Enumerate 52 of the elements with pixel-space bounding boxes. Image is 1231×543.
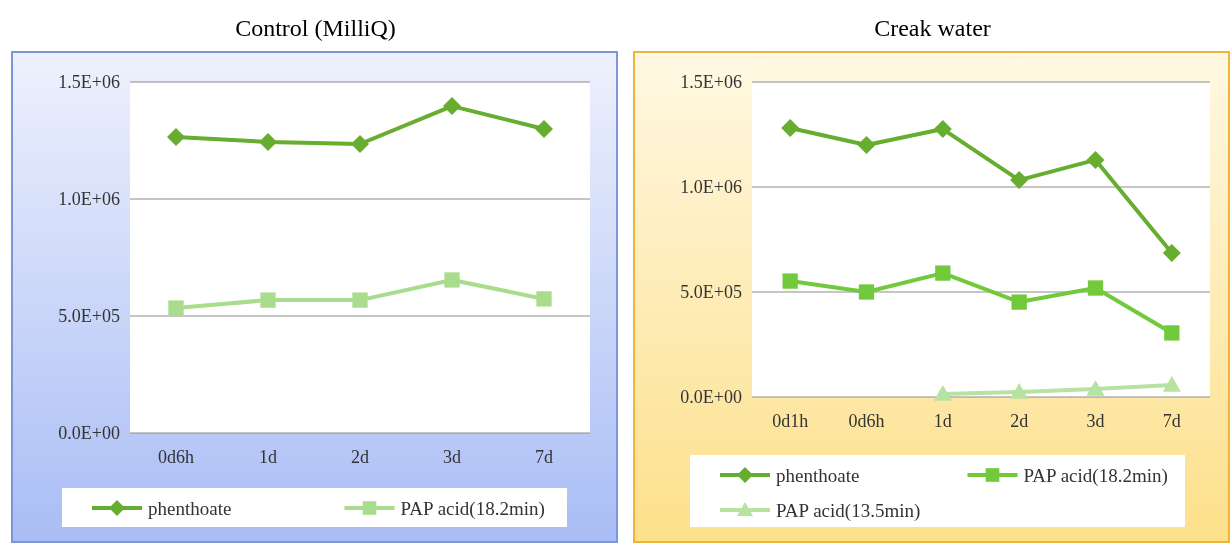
legend-label: PAP acid(13.5min) [776,499,921,522]
point [781,118,800,137]
point [1011,294,1027,310]
chart-title: Creak water [874,15,991,41]
x-tick-label: 2d [1010,411,1029,431]
y-tick-label: 1.5E+06 [58,72,120,93]
x-tick-label: 0d6h [848,411,885,431]
point [259,132,277,151]
point [1162,376,1181,392]
y-tick-label: 5.0E+05 [58,306,120,327]
point [1010,382,1029,399]
point [857,136,876,154]
point [536,291,552,307]
x-tick-label: 3d [1086,411,1105,431]
point [1086,150,1105,169]
legend-label: phenthoate [148,497,232,519]
point [1162,243,1181,262]
legend-label: PAP acid(18.2min) [1023,464,1168,487]
point [935,265,951,281]
y-tick-label: 0.0E+00 [58,423,120,444]
point [1086,380,1105,396]
point [443,97,461,116]
x-tick-label: 7d [1162,411,1181,431]
point [260,292,276,308]
point [352,292,368,308]
point [167,127,185,146]
point [444,272,460,288]
x-tick-label: 1d [259,447,277,467]
point [168,300,184,316]
y-tick-label: 1.0E+06 [680,177,742,198]
point [1087,280,1104,296]
point [535,120,553,139]
x-tick-label: 7d [535,447,553,467]
x-tick-label: 2d [351,447,369,467]
point [1164,325,1180,341]
point [782,273,798,289]
point [933,120,952,139]
x-tick-label: 1d [933,411,952,431]
chart-title: Control (MilliQ) [235,15,396,41]
y-tick-label: 5.0E+05 [680,282,742,303]
point [351,135,369,154]
x-tick-label: 3d [443,447,461,467]
y-tick-label: 0.0E+00 [680,387,742,408]
x-tick-label: 0d1h [772,411,809,431]
point [858,284,875,300]
x-tick-label: 0d6h [158,447,194,467]
point [933,385,952,401]
y-tick-label: 1.0E+06 [58,189,120,210]
point [1010,171,1029,190]
legend-label: phenthoate [776,464,860,486]
legend-label: PAP acid(18.2min) [400,497,545,520]
y-tick-label: 1.5E+06 [680,72,742,93]
